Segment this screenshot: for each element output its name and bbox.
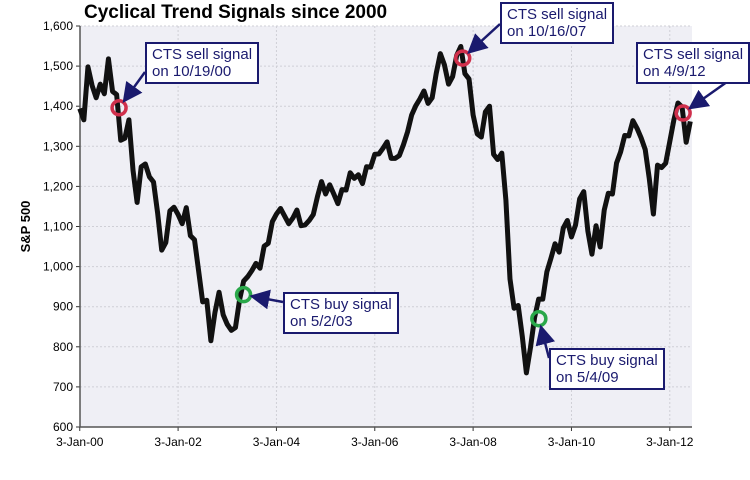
y-tick-label: 1,300	[43, 139, 73, 153]
sell-signal-callout: CTS sell signal on 10/19/00	[145, 42, 260, 84]
y-tick-label: 1,600	[43, 19, 73, 33]
x-tick-label: 3-Jan-10	[548, 435, 596, 449]
y-tick-label: 1,400	[43, 99, 73, 113]
sell-signal-marker	[110, 99, 128, 117]
x-tick-label: 3-Jan-06	[351, 435, 399, 449]
y-tick-label: 1,200	[43, 179, 73, 193]
sell-signal-arrow	[122, 71, 147, 103]
sell-signal-marker	[674, 104, 692, 122]
y-tick-label: 800	[53, 340, 73, 354]
buy-signal-callout: CTS buy signal on 5/4/09	[549, 348, 665, 390]
buy-signal-callout: CTS buy signal on 5/2/03	[283, 292, 399, 334]
chart-title: Cyclical Trend Signals since 2000	[84, 2, 388, 23]
x-tick-label: 3-Jan-08	[449, 435, 497, 449]
y-tick-label: 1,100	[43, 220, 73, 234]
sell-signal-arrow	[467, 23, 501, 55]
y-tick-label: 1,500	[43, 59, 73, 73]
y-tick-label: 900	[53, 300, 73, 314]
sell-signal-marker	[453, 49, 472, 67]
buy-signal-arrow	[535, 324, 556, 359]
y-tick-label: 700	[53, 380, 73, 394]
y-tick-label: 1,000	[43, 260, 73, 274]
x-tick-label: 3-Jan-02	[154, 435, 202, 449]
sell-signal-callout: CTS sell signal on 10/16/07	[500, 2, 615, 44]
x-tick-label: 3-Jan-04	[253, 435, 301, 449]
buy-signal-arrow	[249, 289, 284, 310]
sp500-line	[77, 43, 693, 376]
sell-signal-callout: CTS sell signal on 4/9/12	[636, 42, 750, 84]
y-tick-label: 600	[53, 420, 73, 434]
x-tick-label: 3-Jan-00	[56, 435, 104, 449]
y-axis-label: S&P 500	[18, 201, 33, 253]
x-tick-label: 3-Jan-12	[646, 435, 694, 449]
